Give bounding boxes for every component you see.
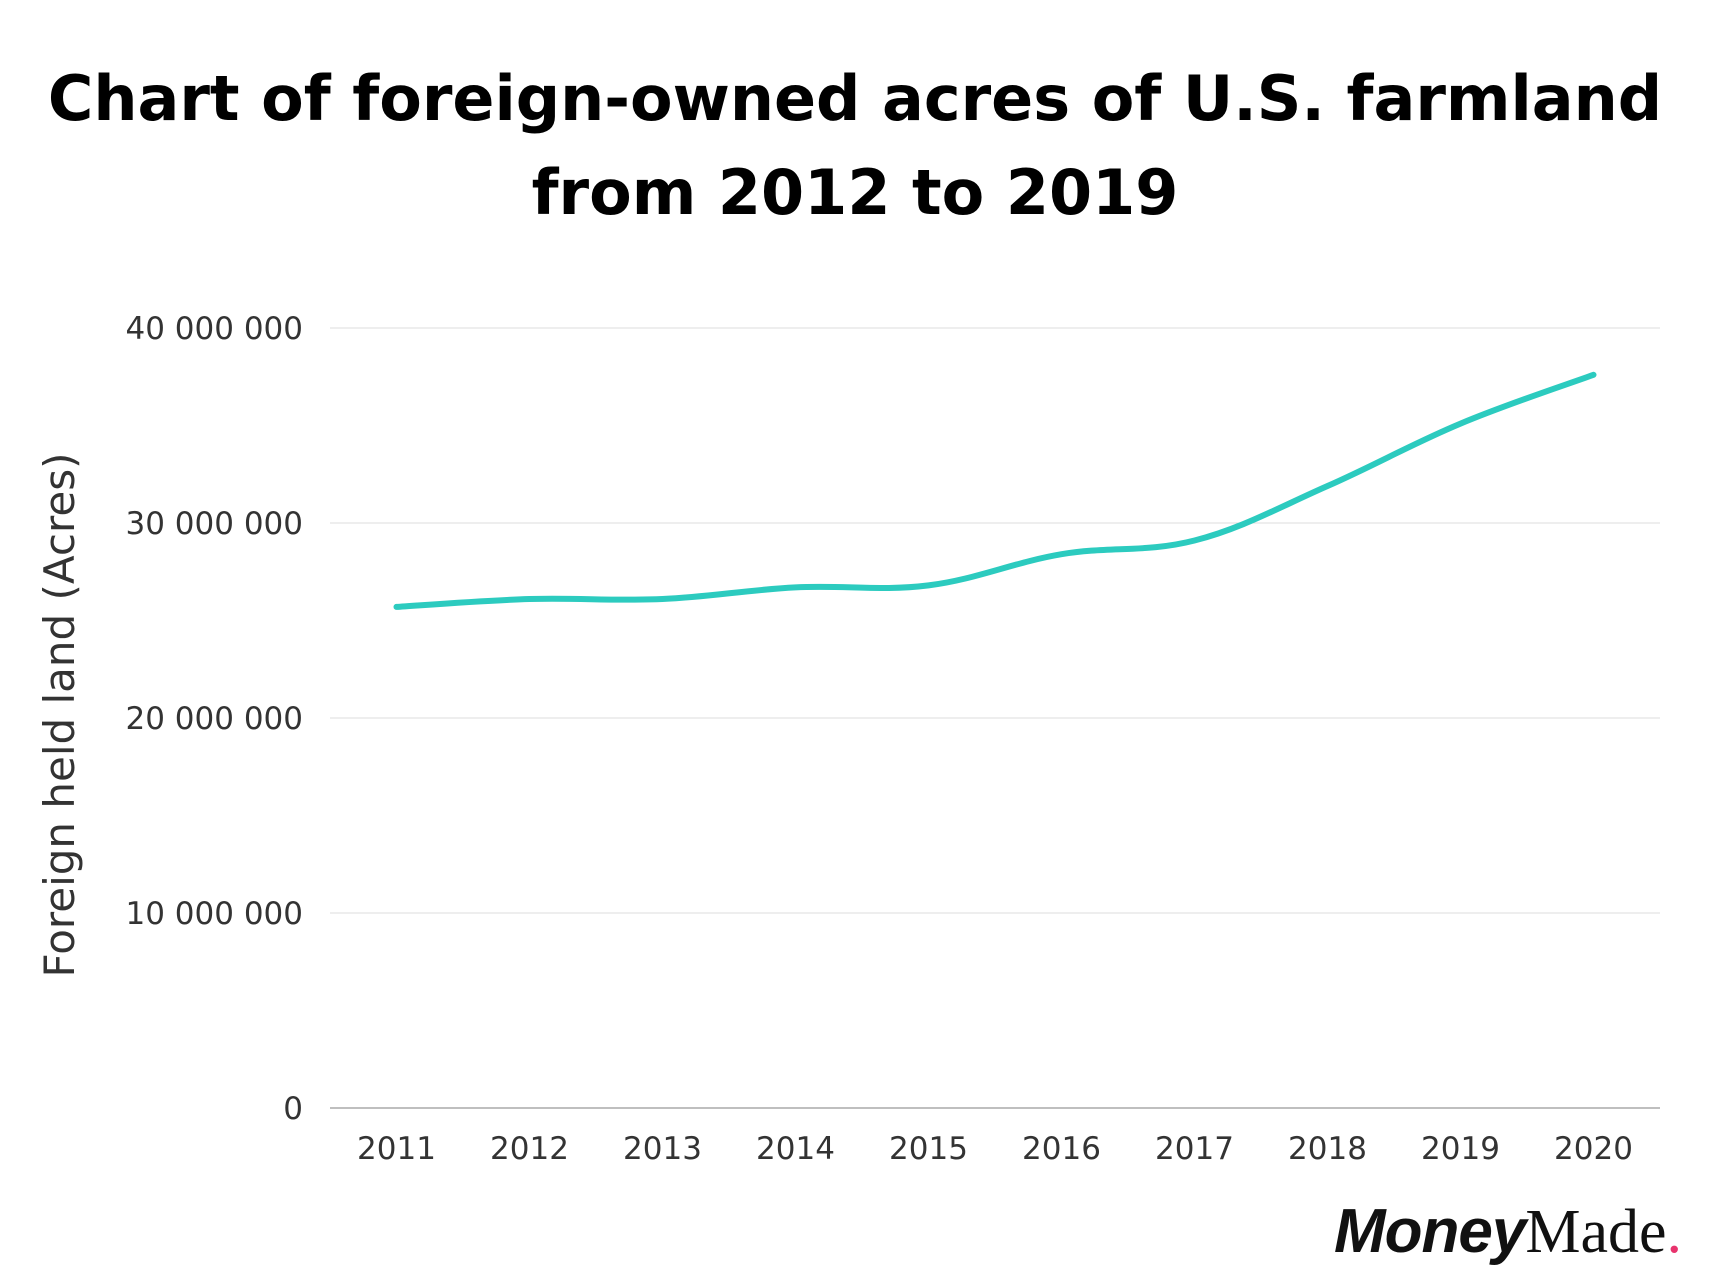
chart-title: Chart of foreign-owned acres of U.S. far… [0, 52, 1710, 240]
x-tick-label: 2018 [1288, 1131, 1367, 1167]
logo-text-money: Money [1333, 1197, 1526, 1266]
y-tick-label: 30 000 000 [126, 506, 304, 542]
x-axis-tick-labels: 2011 2012 2013 2014 2015 2016 2017 2018 2019 2020 [357, 1131, 1633, 1167]
series-lines [393, 371, 1597, 610]
chart-title-line-2: from 2012 to 2019 [531, 156, 1179, 229]
logo-text-made: Made [1525, 1198, 1667, 1266]
y-tick-label: 40 000 000 [126, 311, 304, 347]
y-axis-title: Foreign held land (Acres) [35, 453, 84, 978]
y-axis-tick-labels: 0 10 000 000 20 000 000 30 000 000 40 000 00… [126, 311, 304, 1127]
x-tick-label: 2020 [1554, 1131, 1633, 1167]
x-tick-label: 2015 [889, 1131, 968, 1167]
x-tick-label: 2013 [623, 1131, 702, 1167]
chart-title-line-1: Chart of foreign-owned acres of U.S. far… [47, 62, 1663, 135]
moneymade-logo: MoneyMade. [1334, 1196, 1682, 1268]
x-tick-label: 2017 [1155, 1131, 1234, 1167]
x-tick-label: 2014 [756, 1131, 835, 1167]
logo-dot: . [1666, 1198, 1683, 1266]
y-tick-label: 0 [283, 1091, 303, 1127]
y-tick-label: 10 000 000 [126, 896, 304, 932]
x-tick-label: 2016 [1022, 1131, 1101, 1167]
series-line [393, 371, 1597, 610]
y-tick-label: 20 000 000 [126, 701, 304, 737]
x-tick-label: 2012 [490, 1131, 569, 1167]
grid-lines [330, 327, 1660, 1109]
x-tick-label: 2011 [357, 1131, 436, 1167]
x-tick-label: 2019 [1421, 1131, 1500, 1167]
